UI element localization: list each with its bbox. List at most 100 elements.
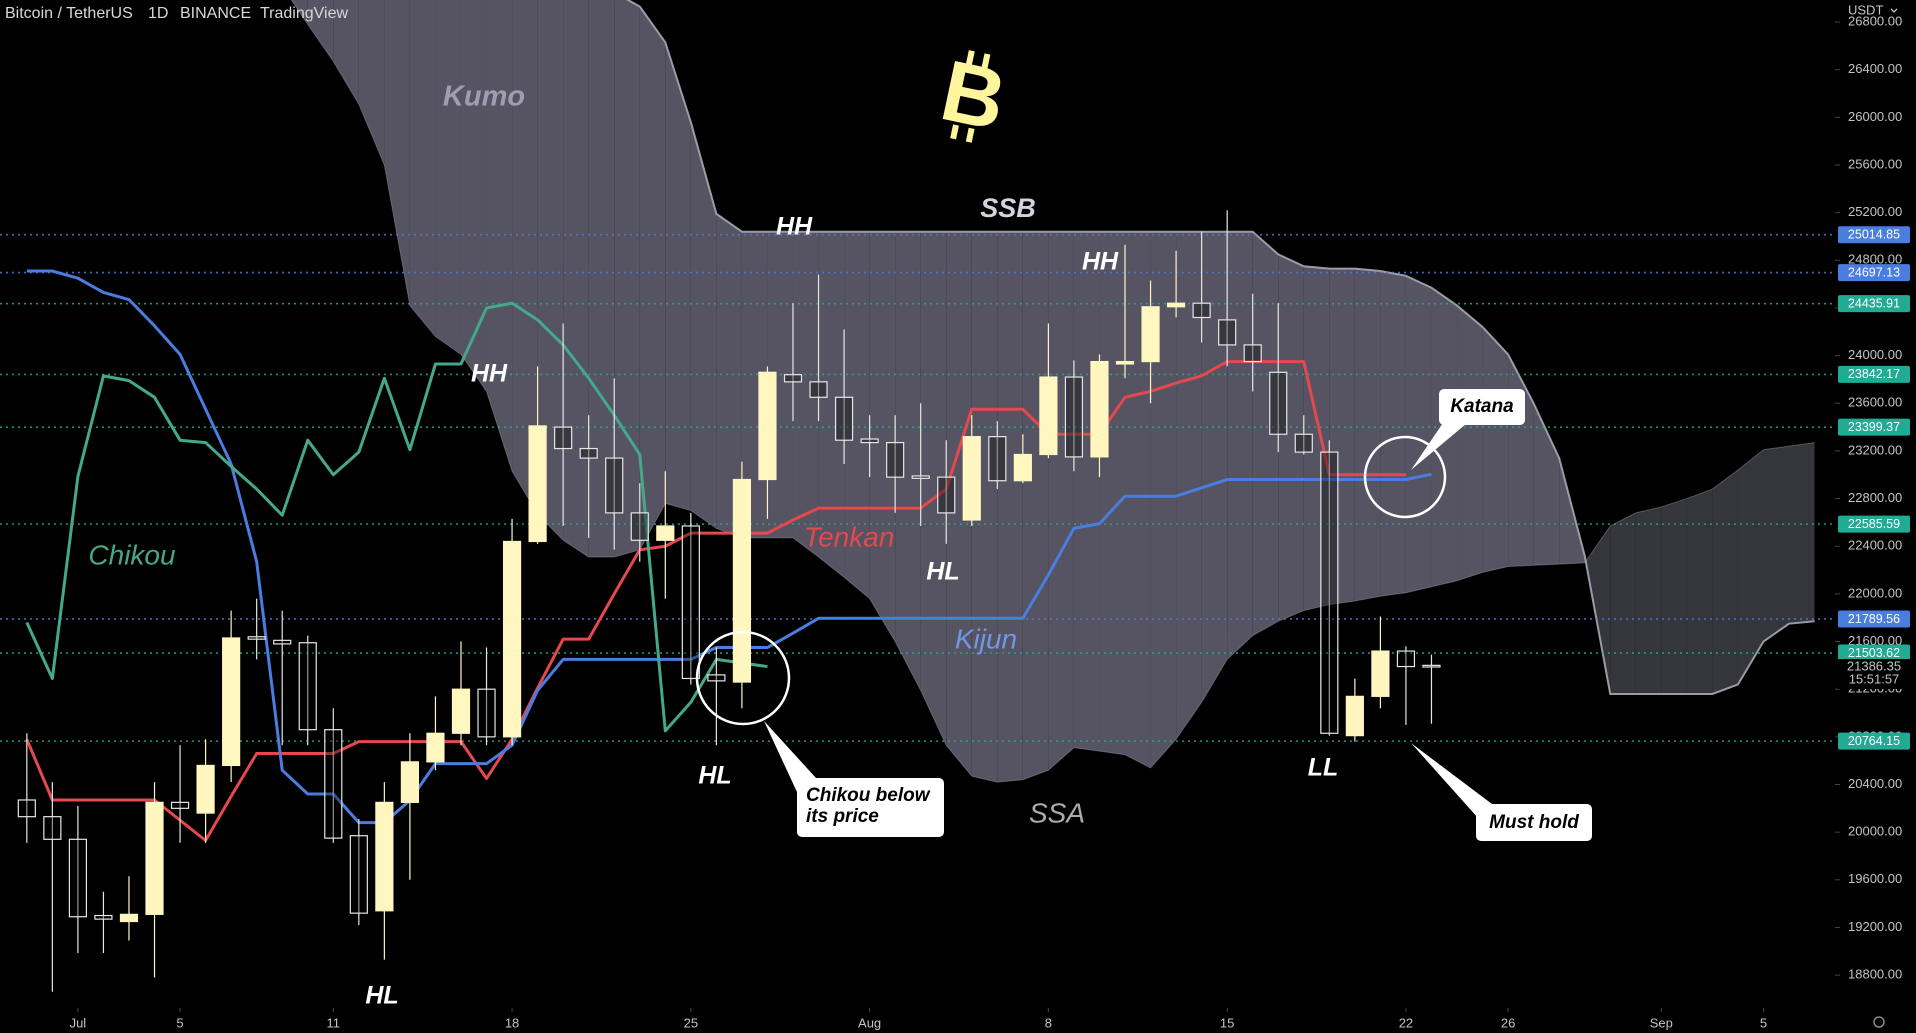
level-label: 23842.17 [1848, 367, 1900, 381]
candle-body [605, 457, 624, 514]
ll-label: LL [1308, 754, 1339, 782]
cloud-segment [1252, 231, 1279, 636]
candle-body [579, 447, 598, 459]
cloud-segment [460, 0, 487, 392]
cloud-segment [333, 0, 359, 105]
highlight-circle [1363, 435, 1447, 519]
highlight-circle [695, 630, 791, 726]
cloud-segment [1125, 231, 1151, 768]
kumo-label: Kumo [443, 81, 525, 113]
candle-body [988, 436, 1007, 482]
cloud-segment [792, 231, 819, 557]
currency: USDT [1848, 2, 1883, 17]
level-label: 21789.56 [1848, 612, 1900, 626]
cloud-segment [1712, 469, 1738, 694]
candle-body [222, 637, 241, 767]
level-label: 23399.37 [1848, 420, 1900, 434]
hh-label: HH [1082, 248, 1119, 276]
cloud-segment [1380, 271, 1406, 597]
cloud-segment [1482, 327, 1509, 573]
candle-body [43, 816, 62, 840]
currency-caret[interactable] [1890, 8, 1898, 13]
candle-body [170, 801, 190, 809]
level-badge [1838, 515, 1910, 533]
plot-area [0, 0, 1835, 992]
candle-body [554, 426, 573, 450]
cloud-segment [537, 0, 564, 541]
candle-body [94, 914, 113, 920]
cloud-segment [1457, 305, 1483, 581]
cloud-segment [512, 0, 538, 515]
level-badge [1838, 264, 1910, 282]
candle-body [681, 525, 700, 680]
symbol: Bitcoin / TetherUS [5, 5, 133, 22]
y-tick-label: 26400.00 [1848, 61, 1902, 76]
level-badge [1838, 610, 1910, 628]
cloud-segment [486, 0, 513, 472]
ssb-label: SSB [980, 193, 1036, 223]
callout-pointer [764, 721, 816, 792]
y-tick-label: 19200.00 [1848, 919, 1902, 934]
y-tick-label: 22400.00 [1848, 538, 1902, 553]
candle-body [1115, 360, 1135, 365]
candle-body [247, 636, 266, 640]
cloud-segment [1329, 268, 1355, 605]
x-tick-label: Aug [858, 1015, 881, 1030]
callout-pointer [1411, 420, 1466, 470]
candle-body [119, 913, 139, 923]
settings-icon[interactable] [1873, 1016, 1885, 1028]
y-tick-label: 22800.00 [1848, 490, 1902, 505]
cloud-segment [1533, 403, 1560, 566]
cloud-segment [1303, 266, 1330, 611]
level-badge [1838, 732, 1910, 750]
candle-body [324, 729, 343, 839]
candle-body [962, 436, 981, 521]
kijun-label: Kijun [955, 623, 1017, 654]
callout-text: Must hold [1489, 812, 1579, 833]
callout-pointer [1411, 743, 1492, 818]
cloud-segment [291, 0, 308, 25]
callout-text: its price [806, 806, 879, 827]
countdown: 15:51:57 [1849, 671, 1900, 686]
y-tick-label: 24000.00 [1848, 347, 1902, 362]
callout-text: Katana [1450, 396, 1514, 417]
candle-body [1013, 453, 1032, 482]
cloud-segment [639, 6, 666, 550]
y-tick-label: 21600.00 [1848, 633, 1902, 648]
y-tick-label: 25600.00 [1848, 156, 1902, 171]
candle-body [145, 801, 164, 915]
cloud-segment [1635, 506, 1662, 694]
x-tick-label: 26 [1501, 1015, 1515, 1030]
callout-box [1476, 804, 1592, 841]
hl-label: HL [698, 762, 731, 790]
interval: 1D [148, 5, 168, 22]
exchange: BINANCE [180, 5, 251, 22]
price-axis: 18800.00 19200.00 19600.00 20000.00 20400.00… [70, 13, 1910, 1030]
y-tick-label: 24800.00 [1848, 252, 1902, 267]
y-tick-label: 23600.00 [1848, 395, 1902, 410]
candle-body [1294, 433, 1313, 453]
x-tick-label: Sep [1650, 1015, 1673, 1030]
x-tick-label: 5 [176, 1015, 183, 1030]
candle-body [17, 799, 36, 818]
cloud-segment [1610, 512, 1636, 694]
cloud-segment [384, 0, 410, 306]
cloud-segment [869, 231, 896, 642]
cloud-edge [626, 0, 1815, 695]
cloud-edge [290, 0, 1815, 783]
logo-bar [965, 127, 975, 143]
level-label: 24435.91 [1848, 296, 1900, 310]
cloud-segment [435, 0, 461, 355]
candle-body [426, 732, 445, 763]
candle-body [1345, 695, 1364, 737]
candle-body [1090, 360, 1109, 458]
indicator-line [26, 269, 1432, 825]
cloud-segment [1585, 525, 1611, 694]
hh-label: HH [776, 213, 813, 241]
chikou-label: Chikou [88, 539, 176, 570]
candle-body [1218, 319, 1237, 346]
cloud-segment [1789, 442, 1815, 624]
candle-body [656, 525, 675, 541]
